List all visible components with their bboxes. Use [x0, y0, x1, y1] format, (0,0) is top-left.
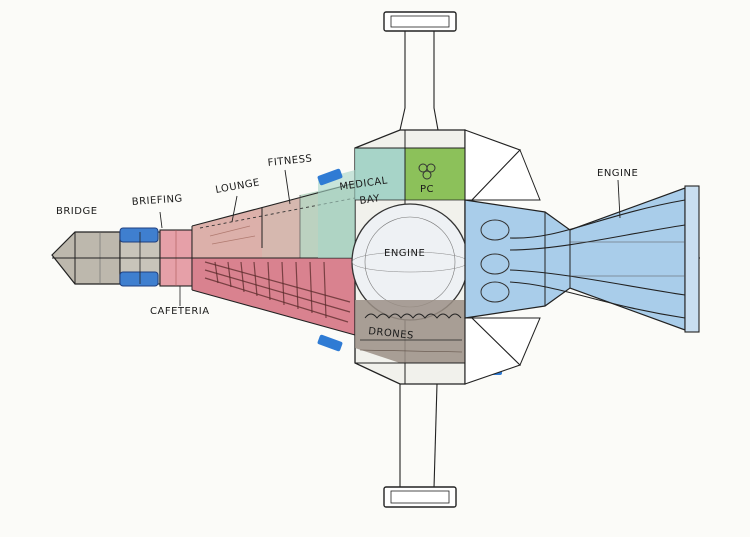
- label-pc: PC: [420, 184, 434, 195]
- label-drones: DRONES: [368, 326, 415, 342]
- label-briefing: BRIEFING: [131, 193, 183, 208]
- rear-engine: [464, 185, 700, 333]
- label-cafeteria: CAFETERIA: [150, 306, 210, 317]
- label-lounge: LOUNGE: [215, 177, 261, 196]
- cafeteria-section: [159, 229, 193, 300]
- hallway-hatching: [204, 261, 351, 323]
- briefing-section: [119, 227, 161, 287]
- label-fitness: FITNESS: [267, 153, 313, 169]
- lower-strut: [383, 383, 457, 508]
- side-fins: [464, 129, 541, 385]
- label-bridge: BRIDGE: [56, 206, 98, 217]
- label-engine-core: ENGINE: [384, 248, 425, 259]
- leader-lines: [159, 169, 621, 306]
- upper-strut: [383, 11, 457, 131]
- central-section: [318, 129, 469, 385]
- label-engine-rear: ENGINE: [597, 168, 638, 179]
- label-bay: BAY: [359, 193, 381, 207]
